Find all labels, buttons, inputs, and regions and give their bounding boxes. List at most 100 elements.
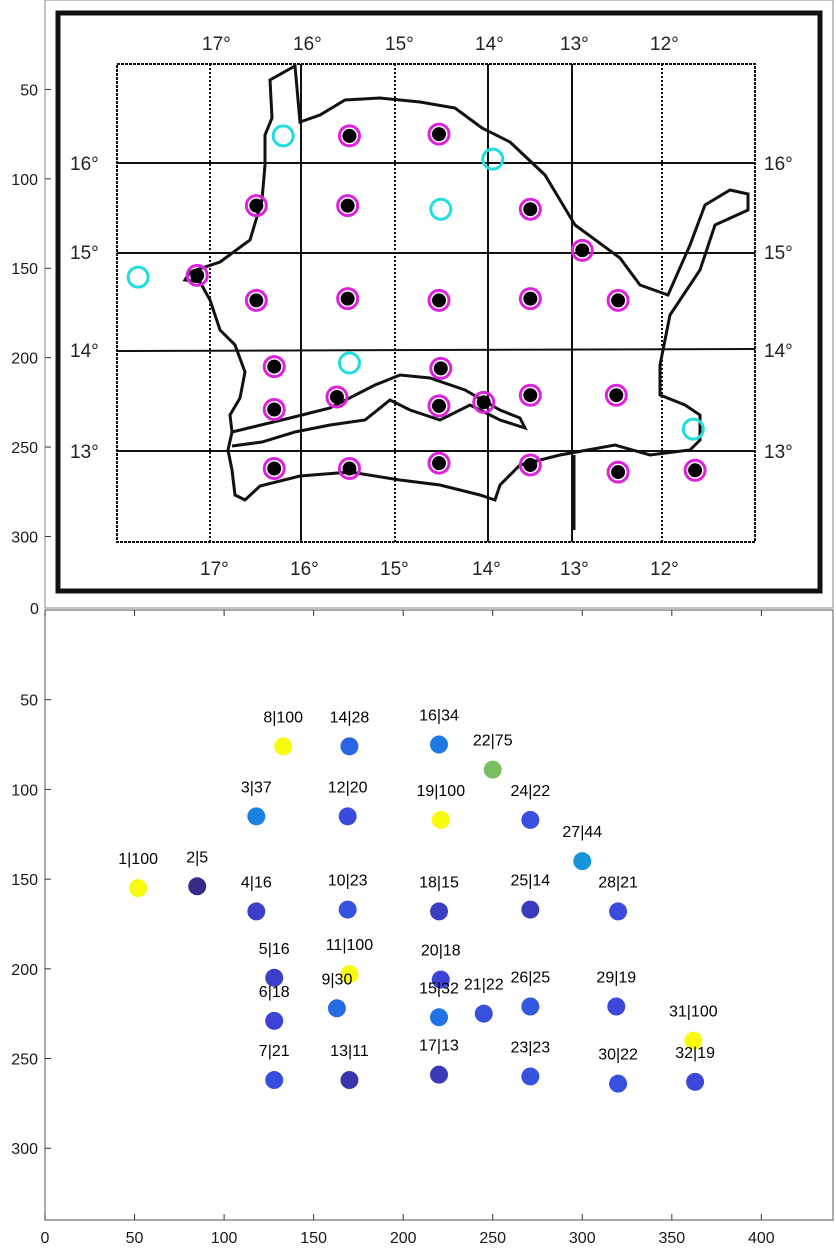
scatter-point-label: 30|22 [598,1047,638,1064]
y-tick-label: 200 [11,962,38,979]
map-station-dot [249,198,264,213]
map-station-ring [683,458,707,482]
map-station-ring [185,263,209,287]
map-station-dot [523,457,538,472]
scatter-point [338,900,357,919]
map-station-ring [429,356,453,380]
scatter-point [129,879,148,898]
map-station-dot [340,198,355,213]
scatter-point-label: 5|16 [259,941,290,958]
scatter-point-label: 19|100 [416,783,465,800]
scatter-point-label: 4|16 [241,874,272,891]
latitude-labels-left: 16° 15° 14° 13° [70,154,99,463]
graticule [116,64,756,542]
scatter-point-label: 1|100 [118,851,158,868]
scatter-point-label: 17|13 [419,1038,459,1055]
map-station-dot [249,293,264,308]
scatter-point [274,737,293,756]
map-station-cyan-ring [126,265,150,289]
scatter-point-label: 20|18 [421,943,461,960]
scatter-point [247,807,266,826]
scatter-point-label: 31|100 [669,1004,718,1021]
map-outer-frame [55,10,823,594]
map-station-ring [472,390,496,414]
map-station-dot [575,243,590,258]
map-panel: 17° 16° 15° 14° 13° 12° 17° 16° 15° 14° … [11,0,834,618]
map-station-ring [427,288,451,312]
map-station-ring [427,451,451,475]
scatter-point-label: 8|100 [263,709,303,726]
scatter-point [521,900,540,919]
scatter-point-label: 27|44 [562,824,602,841]
scatter-point-label: 11|100 [326,937,374,954]
map-station-dot [190,268,205,283]
x-tick-label: 100 [211,1230,238,1247]
scatter-point-label: 22|75 [473,733,513,750]
y-tick-label: 150 [11,872,38,889]
scatter-point [573,852,592,871]
lat-label-left-13: 13° [70,442,99,463]
map-station-ring [244,194,268,218]
scatter-point [338,807,357,826]
scatter-point [609,902,628,921]
scatter-point-label: 2|5 [186,849,208,866]
scatter-point [430,1065,448,1084]
map-y-ticks: 50 100 150 200 250 300 [11,82,51,546]
map-station-dot [523,388,538,403]
scatter-y-ticks: 50 100 150 200 250 300 [11,693,51,1158]
lon-label-top-16: 16° [293,34,322,55]
scatter-point-label: 13|11 [330,1043,369,1060]
scatter-point [430,902,448,921]
map-station-dot [523,291,538,306]
scatter-point [521,997,540,1016]
map-station-ring [518,383,542,407]
scatter-point-label: 32|19 [675,1045,715,1062]
scatter-point-label: 12|20 [328,779,368,796]
map-station-ring [337,124,361,148]
scatter-point-label: 24|22 [510,783,550,800]
scatter-point [340,737,359,756]
lon-label-bottom-12: 12° [650,559,679,580]
y-tick-label: 100 [11,782,38,799]
lon-label-bottom-17: 17° [200,559,229,580]
map-station-dot [688,463,703,478]
map-station-ring [427,122,451,146]
scatter-points [129,735,705,1093]
scatter-point-label: 18|15 [419,874,459,891]
map-station-cyan-ring [681,417,705,441]
map-station-ring [606,460,630,484]
map-station-ring [336,287,360,311]
lon-label-top-15: 15° [385,34,414,55]
map-station-dot [342,128,357,143]
lon-label-top-14: 14° [475,34,504,55]
scatter-point [340,1071,359,1090]
map-y-tick-zero: 0 [30,601,39,618]
longitude-labels-top: 17° 16° 15° 14° 13° 12° [202,34,679,55]
y-tick-label: 50 [20,693,38,710]
lon-label-top-13: 13° [560,34,589,55]
scatter-point [340,965,359,984]
map-station-ring [337,457,361,481]
scatter-point [609,1074,628,1093]
map-station-ring [606,288,630,312]
lat-label-right-15: 15° [764,243,793,264]
lon-label-bottom-14: 14° [472,559,501,580]
scatter-point-label: 29|19 [596,970,636,987]
map-station-ring [262,355,286,379]
map-station-cyan-ring [271,124,295,148]
map-y-tick-label: 100 [11,172,38,189]
map-stations [126,122,707,484]
map-station-dot [476,395,491,410]
map-station-dot [267,359,282,374]
lon-label-bottom-16: 16° [290,559,319,580]
scatter-point [684,1031,703,1050]
map-station-dot [432,293,446,308]
scatter-point-label: 28|21 [598,874,638,891]
lat-label-right-14: 14° [764,341,793,362]
map-station-ring [518,287,542,311]
lat-label-left-14: 14° [70,341,99,362]
map-station-ring [336,194,360,218]
lon-label-bottom-13: 13° [560,559,589,580]
graticule-lat-14 [116,348,756,352]
map-station-dot [267,461,282,476]
